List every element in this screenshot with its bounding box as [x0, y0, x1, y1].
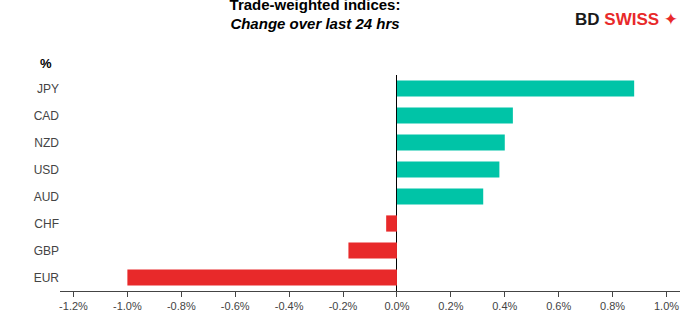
svg-text:Trade-weighted indices:Change: Trade-weighted indices:Change over last … — [230, 0, 401, 32]
svg-text:%: % — [40, 56, 52, 71]
svg-text:-0.2%: -0.2% — [329, 300, 358, 312]
svg-text:CHF: CHF — [34, 217, 59, 231]
svg-text:NZD: NZD — [34, 136, 59, 150]
svg-text:-1.0%: -1.0% — [113, 300, 142, 312]
svg-text:0.0%: 0.0% — [384, 300, 409, 312]
svg-text:GBP: GBP — [34, 244, 59, 258]
svg-text:0.8%: 0.8% — [600, 300, 625, 312]
svg-text:0.6%: 0.6% — [546, 300, 571, 312]
svg-text:0.4%: 0.4% — [492, 300, 517, 312]
svg-text:CAD: CAD — [34, 109, 60, 123]
svg-text:-0.8%: -0.8% — [167, 300, 196, 312]
svg-text:0.2%: 0.2% — [438, 300, 463, 312]
svg-text:AUD: AUD — [34, 190, 60, 204]
svg-text:-1.2%: -1.2% — [59, 300, 88, 312]
svg-text:-0.6%: -0.6% — [221, 300, 250, 312]
svg-text:BD SWISS ✦: BD SWISS ✦ — [575, 10, 678, 29]
svg-text:1.0%: 1.0% — [654, 300, 679, 312]
svg-text:JPY: JPY — [37, 82, 59, 96]
svg-text:EUR: EUR — [34, 271, 60, 285]
svg-text:USD: USD — [34, 163, 60, 177]
svg-text:-0.4%: -0.4% — [275, 300, 304, 312]
